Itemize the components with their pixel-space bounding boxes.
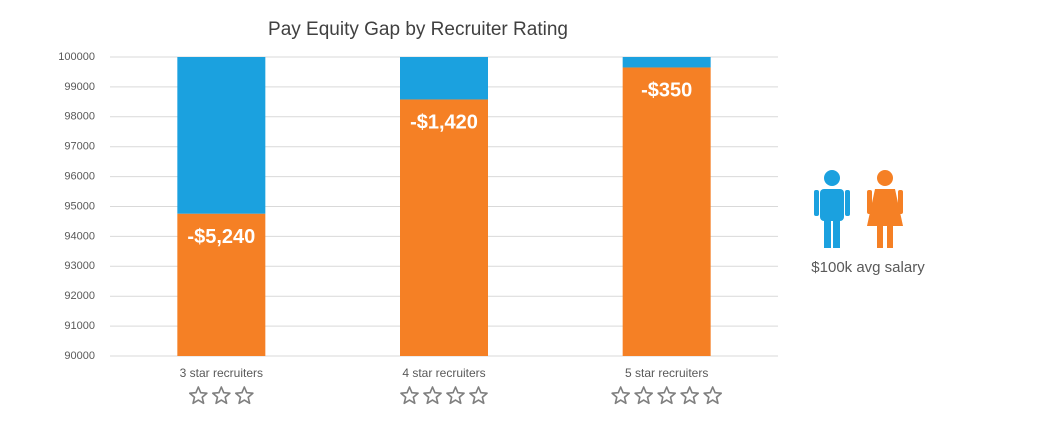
y-tick-label: 97000 [64,141,95,153]
star [634,386,654,405]
star [469,386,488,405]
star [188,386,208,405]
star [703,386,723,405]
annotation: $100k avg salary [811,259,925,276]
y-tick-label: 91000 [64,320,95,332]
data-label: -$1,420 [410,112,478,134]
y-tick-label: 94000 [64,230,95,242]
star [423,386,442,405]
bar-segment [177,213,266,356]
bar-segment [622,57,711,68]
data-label: -$350 [641,80,692,102]
star [657,386,677,405]
data-label: -$5,240 [187,226,255,248]
star [680,386,700,405]
star-rating [188,386,254,405]
y-tick-label: 92000 [64,290,95,302]
y-tick-label: 96000 [64,171,95,183]
x-tick-label: 5 star recruiters [625,366,708,380]
y-tick-label: 98000 [64,111,95,123]
star [446,386,465,405]
star-rating [611,386,723,405]
y-tick-label: 93000 [64,260,95,272]
x-tick-label: 3 star recruiters [180,366,263,380]
x-tick-label: 4 star recruiters [402,366,485,380]
star [211,386,231,405]
bar-segment [177,57,266,214]
bar-segment [622,67,711,356]
female-icon [867,170,903,248]
y-tick-label: 100000 [58,51,95,63]
y-tick-label: 90000 [64,350,95,362]
y-tick-label: 99000 [64,81,95,93]
male-icon [814,170,850,248]
bar-segment [400,57,488,100]
chart-title: Pay Equity Gap by Recruiter Rating [268,19,568,40]
bar-segment [400,99,488,356]
star [611,386,631,405]
star [234,386,254,405]
star-rating [400,386,488,405]
star [400,386,419,405]
y-tick-label: 95000 [64,200,95,212]
